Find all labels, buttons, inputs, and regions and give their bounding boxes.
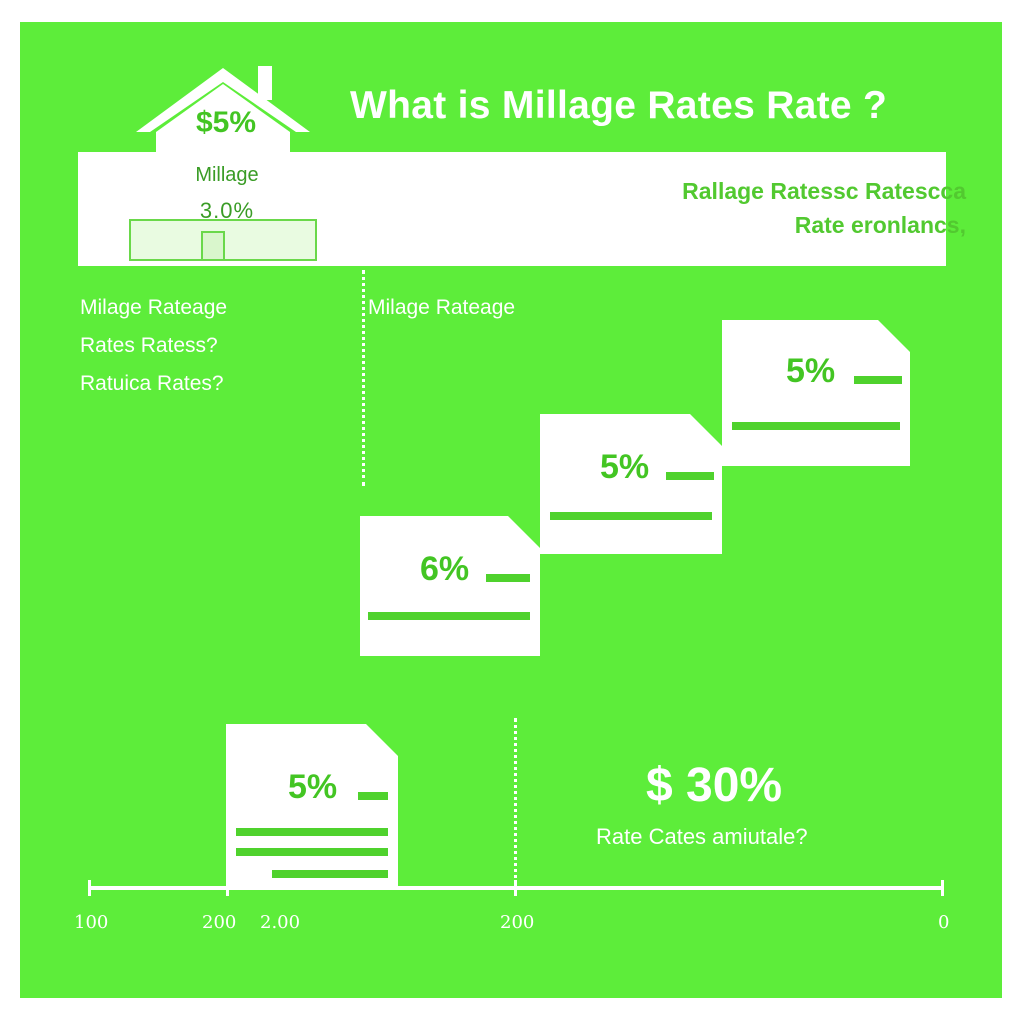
highlight-caption: Rate Cates amiutale? [596, 824, 808, 849]
document-percent-2: 5% [600, 448, 650, 486]
page-fold-icon [690, 414, 722, 446]
document-bar [732, 422, 900, 430]
document-percent-4: 5% [288, 768, 338, 806]
document-bar [368, 612, 530, 620]
divider-line [514, 718, 517, 886]
left-text-3: Ratuica Rates? [80, 372, 224, 395]
document-bar [666, 472, 714, 480]
document-percent-3: 5% [786, 352, 836, 390]
axis-label-4: 200 [500, 912, 535, 933]
middle-label: Milage Rateage [368, 296, 516, 319]
axis-label-1: 100 [74, 912, 109, 933]
document-card-1: 6% [360, 516, 540, 656]
house-icon [129, 66, 317, 261]
page-fold-icon [878, 320, 910, 352]
axis-tick [88, 880, 91, 896]
document-bar [236, 828, 388, 836]
axis-label-3: 2.00 [260, 912, 301, 933]
page-title: What is Millage Rates Rate ? [350, 84, 888, 127]
banner-line-1: Rallage Ratessc Ratescca [682, 178, 966, 204]
document-bar [486, 574, 530, 582]
axis-tick [226, 880, 229, 896]
document-bar [550, 512, 712, 520]
axis-tick [514, 880, 517, 896]
axis-tick [941, 880, 944, 896]
document-bar [854, 376, 902, 384]
house-label: Millage [195, 164, 259, 186]
axis-label-2: 200 [202, 912, 237, 933]
document-bar [236, 848, 388, 856]
document-bar [272, 870, 388, 878]
axis-label-5: 0 [938, 912, 950, 933]
document-card-3: 5% [722, 320, 910, 466]
document-bar [358, 792, 388, 800]
left-text-2: Rates Ratess? [80, 334, 218, 357]
banner-line-2: Rate eronlancs, [794, 212, 966, 238]
divider-line [362, 270, 365, 486]
document-card-4: 5% [226, 724, 398, 890]
document-card-2: 5% [540, 414, 722, 554]
left-text-1: Milage Rateage [80, 296, 228, 319]
page-fold-icon [366, 724, 398, 756]
infographic-panel: $5% Millage 3.0% What is Millage Rates R… [20, 22, 1002, 998]
house-rate: 3.0% [199, 198, 255, 223]
house-price: $5% [195, 106, 257, 139]
highlight-value: $ 30% [646, 759, 783, 812]
page-fold-icon [508, 516, 540, 548]
document-percent-1: 6% [420, 550, 470, 588]
